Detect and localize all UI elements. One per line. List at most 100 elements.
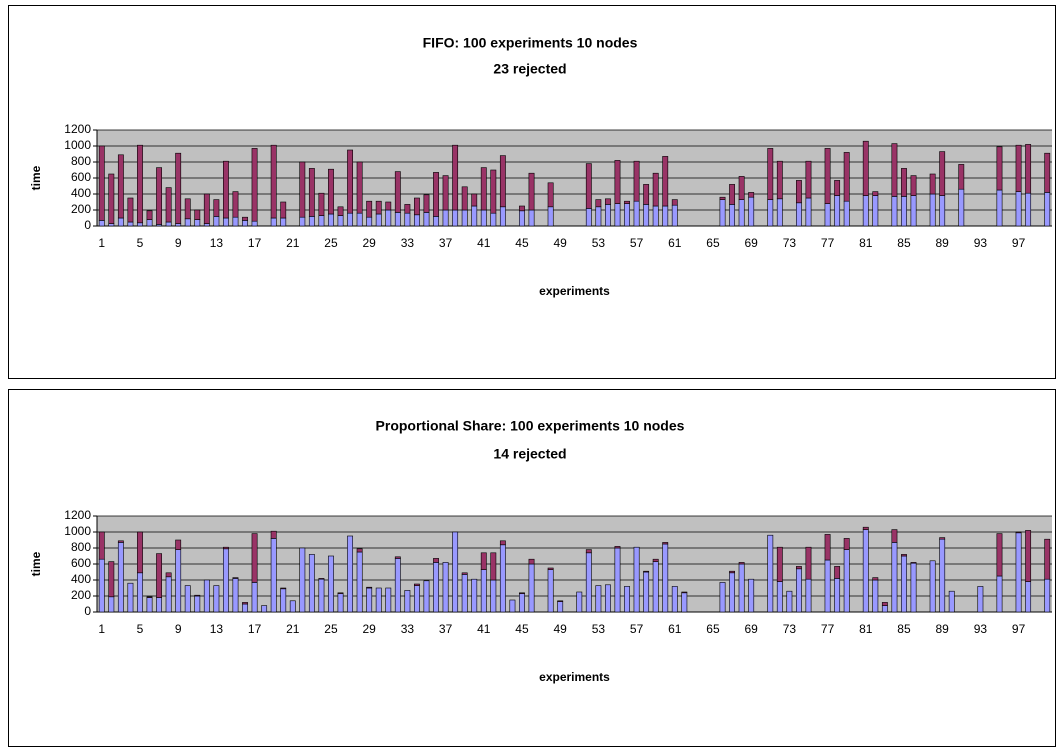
bar-segment: [117, 154, 124, 219]
bar-segment: [519, 210, 525, 227]
bar-segment: [499, 540, 506, 546]
bar-segment: [366, 216, 373, 227]
bar-segment: [108, 561, 115, 598]
bar-segment: [394, 171, 401, 213]
x-tick-label: 5: [137, 236, 144, 250]
x-tick-label: 73: [783, 236, 797, 250]
bar-segment: [652, 205, 659, 227]
bar-segment: [299, 216, 306, 227]
x-tick-label: 61: [668, 236, 682, 250]
bar-segment: [824, 203, 831, 227]
x-tick-label: 65: [706, 622, 720, 636]
bar-segment: [452, 209, 459, 227]
bar-segment: [413, 583, 420, 586]
bar-segment: [738, 176, 745, 200]
bar-segment: [98, 220, 105, 227]
bar-segment: [671, 586, 678, 613]
bar-segment: [557, 600, 564, 602]
bar-segment: [834, 578, 841, 613]
bar-segment: [203, 223, 210, 227]
bar-segment: [910, 175, 917, 196]
y-tick-label: 1200: [64, 508, 91, 522]
bar-segment: [891, 542, 898, 613]
x-tick-label: 57: [630, 236, 644, 250]
bar-segment: [862, 526, 869, 530]
bar-segment: [394, 556, 401, 559]
bar-segment: [394, 558, 401, 613]
bar-segment: [289, 600, 296, 613]
bar-segment: [901, 168, 907, 197]
bar-segment: [499, 206, 506, 227]
bar-segment: [423, 212, 430, 227]
bar-segment: [165, 221, 172, 227]
bar-segment: [146, 596, 153, 598]
bar-segment: [222, 548, 229, 613]
bar-segment: [433, 172, 439, 217]
x-tick-label: 97: [1012, 236, 1026, 250]
bar-segment: [423, 194, 430, 213]
bar-segment: [805, 546, 812, 580]
bar-segment: [490, 212, 497, 227]
bar-segment: [595, 585, 602, 613]
bar-segment: [585, 549, 592, 554]
bar-segment: [671, 204, 678, 227]
bar-segment: [795, 566, 802, 570]
bar-segment: [251, 220, 258, 227]
x-tick-label: 5: [137, 622, 144, 636]
bar-segment: [604, 198, 611, 205]
bar-segment: [480, 569, 487, 613]
bar-segment: [729, 572, 736, 613]
bar-segment: [881, 605, 888, 613]
x-tick-label: 69: [744, 236, 758, 250]
bar-segment: [337, 206, 344, 216]
bar-segment: [1025, 144, 1032, 194]
bar-segment: [452, 531, 459, 613]
bar-segment: [528, 172, 535, 211]
chart-title: Proportional Share: 100 experiments 10 n…: [376, 418, 685, 434]
bar-segment: [767, 534, 774, 613]
chart: FIFO: 100 experiments 10 nodes 23 rejecte…: [8, 5, 1056, 379]
bar-segment: [203, 193, 210, 224]
bar-segment: [901, 555, 907, 613]
bar-segment: [547, 206, 554, 227]
bar-segment: [948, 590, 955, 613]
bar-segment: [738, 562, 745, 565]
bar-segment: [433, 216, 439, 227]
bar-segment: [98, 145, 105, 221]
bar-segment: [194, 219, 201, 227]
bar-segment: [901, 554, 907, 557]
bar-segment: [108, 596, 115, 613]
x-tick-label: 49: [553, 236, 567, 250]
bar-segment: [824, 148, 831, 204]
bar-segment: [356, 548, 363, 553]
bar-segment: [328, 168, 334, 215]
bar-segment: [652, 172, 659, 207]
bar-segment: [270, 144, 277, 219]
bar-segment: [1025, 581, 1032, 613]
bar-segment: [347, 535, 354, 613]
x-tick-label: 41: [477, 236, 491, 250]
bar-segment: [270, 217, 277, 227]
bar-segment: [413, 585, 420, 613]
x-tick-label: 1: [98, 236, 105, 250]
bar-segment: [232, 577, 239, 579]
bar-segment: [786, 590, 793, 613]
chart-title: FIFO: 100 experiments 10 nodes: [423, 35, 638, 51]
y-tick-label: 600: [71, 556, 91, 570]
bar-segment: [461, 574, 468, 613]
bar-segment: [767, 148, 774, 200]
bar-segment: [958, 188, 965, 227]
x-tick-label: 45: [515, 622, 529, 636]
bar-segment: [146, 210, 153, 220]
y-axis-label: time: [29, 165, 43, 190]
bar-segment: [242, 216, 248, 221]
bar-segment: [776, 160, 783, 200]
bar-segment: [242, 603, 248, 613]
bar-segment: [767, 199, 774, 227]
bar-segment: [280, 587, 287, 590]
y-tick-label: 800: [71, 540, 91, 554]
x-tick-label: 77: [821, 622, 835, 636]
bar-segment: [328, 555, 334, 613]
bar-segment: [1025, 192, 1032, 227]
bar-segment: [604, 584, 611, 613]
